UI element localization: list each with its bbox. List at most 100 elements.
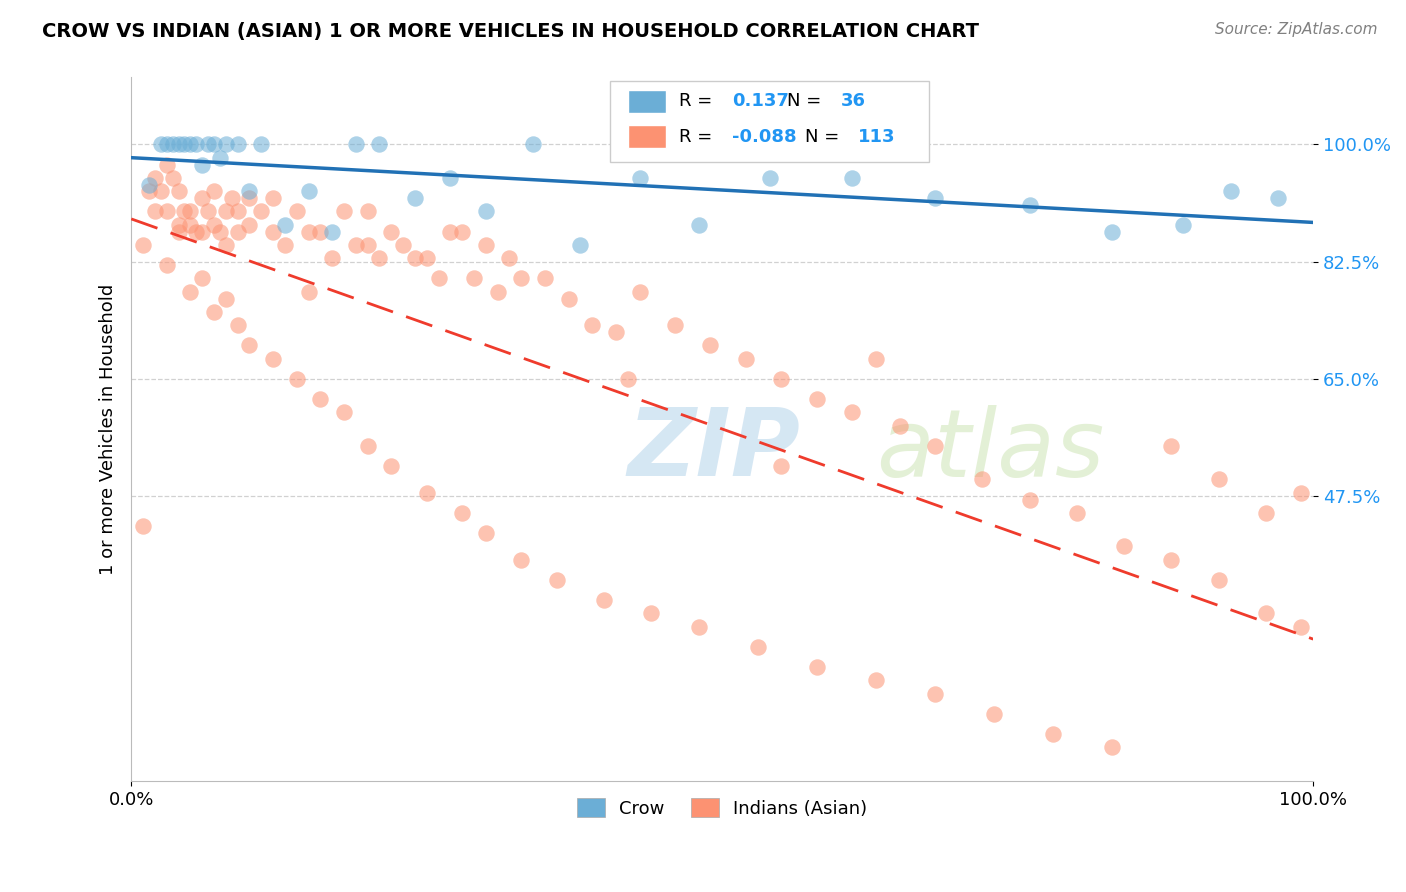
Point bbox=[1291, 486, 1313, 500]
Point bbox=[841, 405, 863, 419]
Point bbox=[156, 157, 179, 171]
Point bbox=[179, 204, 201, 219]
Point bbox=[138, 178, 160, 192]
Point bbox=[356, 439, 378, 453]
Point bbox=[380, 225, 402, 239]
Point bbox=[368, 137, 391, 152]
Point bbox=[1254, 607, 1277, 621]
Point bbox=[344, 137, 367, 152]
Point bbox=[238, 218, 260, 232]
Point bbox=[1160, 553, 1182, 567]
Point bbox=[149, 185, 172, 199]
Point bbox=[439, 225, 461, 239]
Point bbox=[569, 238, 592, 252]
Point bbox=[274, 238, 297, 252]
Point bbox=[285, 204, 308, 219]
Legend: Crow, Indians (Asian): Crow, Indians (Asian) bbox=[571, 791, 875, 825]
Point bbox=[924, 687, 946, 701]
Point bbox=[297, 185, 319, 199]
Point bbox=[688, 218, 710, 232]
Point bbox=[321, 225, 343, 239]
Point bbox=[238, 191, 260, 205]
Point bbox=[439, 170, 461, 185]
Point bbox=[1114, 540, 1136, 554]
Point bbox=[202, 137, 225, 152]
Point bbox=[197, 204, 219, 219]
Point bbox=[202, 185, 225, 199]
Text: CROW VS INDIAN (ASIAN) 1 OR MORE VEHICLES IN HOUSEHOLD CORRELATION CHART: CROW VS INDIAN (ASIAN) 1 OR MORE VEHICLE… bbox=[42, 22, 979, 41]
Point bbox=[215, 292, 238, 306]
Point bbox=[132, 238, 155, 252]
Point bbox=[1101, 740, 1123, 755]
Point bbox=[628, 285, 651, 299]
Point bbox=[534, 271, 557, 285]
Point bbox=[191, 157, 214, 171]
FancyBboxPatch shape bbox=[610, 81, 929, 161]
Text: 0.137: 0.137 bbox=[731, 93, 789, 111]
Point bbox=[770, 372, 793, 386]
Point bbox=[179, 218, 201, 232]
Text: ZIP: ZIP bbox=[627, 404, 800, 496]
Point bbox=[605, 325, 627, 339]
Point bbox=[557, 292, 579, 306]
Point bbox=[191, 225, 214, 239]
Point bbox=[226, 137, 249, 152]
Point bbox=[191, 271, 214, 285]
Point bbox=[427, 271, 450, 285]
Point bbox=[138, 185, 160, 199]
Point bbox=[1160, 439, 1182, 453]
Text: R =: R = bbox=[679, 93, 711, 111]
Point bbox=[451, 506, 474, 520]
Point bbox=[510, 553, 533, 567]
Point bbox=[167, 218, 190, 232]
Point bbox=[1042, 727, 1064, 741]
Point bbox=[215, 137, 238, 152]
Point bbox=[262, 191, 284, 205]
Point bbox=[865, 351, 887, 366]
Point bbox=[156, 137, 179, 152]
Point bbox=[806, 392, 828, 406]
Point bbox=[628, 170, 651, 185]
Point bbox=[392, 238, 415, 252]
Point bbox=[356, 238, 378, 252]
Point bbox=[250, 137, 273, 152]
Point bbox=[889, 418, 911, 433]
Point bbox=[1219, 185, 1241, 199]
Point bbox=[475, 204, 498, 219]
Point bbox=[451, 225, 474, 239]
Point bbox=[1173, 218, 1195, 232]
Point bbox=[162, 170, 184, 185]
Point bbox=[162, 137, 184, 152]
Point bbox=[167, 225, 190, 239]
FancyBboxPatch shape bbox=[627, 125, 665, 148]
Point bbox=[143, 204, 166, 219]
Point bbox=[475, 526, 498, 541]
Point bbox=[747, 640, 769, 654]
Point bbox=[173, 204, 195, 219]
Point bbox=[1291, 620, 1313, 634]
Point bbox=[215, 238, 238, 252]
Point bbox=[510, 271, 533, 285]
Point bbox=[156, 204, 179, 219]
Point bbox=[380, 459, 402, 474]
Point bbox=[179, 285, 201, 299]
Point bbox=[475, 238, 498, 252]
Point bbox=[333, 204, 356, 219]
Point bbox=[173, 137, 195, 152]
Point bbox=[841, 170, 863, 185]
Point bbox=[356, 204, 378, 219]
Point bbox=[191, 191, 214, 205]
Point bbox=[865, 673, 887, 688]
Point bbox=[202, 218, 225, 232]
Point bbox=[186, 137, 208, 152]
Point bbox=[333, 405, 356, 419]
Point bbox=[221, 191, 243, 205]
Y-axis label: 1 or more Vehicles in Household: 1 or more Vehicles in Household bbox=[100, 284, 117, 574]
Point bbox=[368, 252, 391, 266]
Point bbox=[498, 252, 520, 266]
Point bbox=[309, 225, 332, 239]
Point bbox=[522, 137, 544, 152]
Point bbox=[486, 285, 509, 299]
Point bbox=[1066, 506, 1088, 520]
Point bbox=[208, 225, 231, 239]
